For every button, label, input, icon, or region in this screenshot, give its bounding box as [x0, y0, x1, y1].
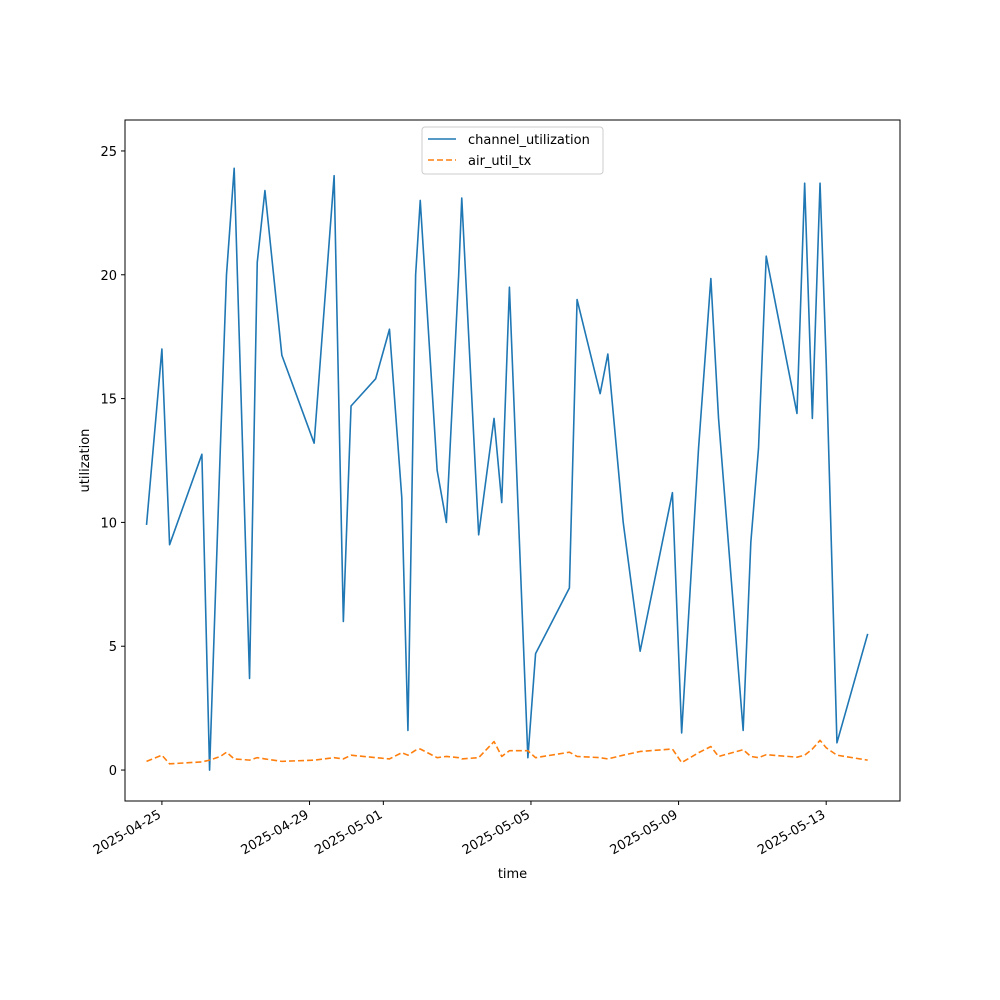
y-axis: 0 5 10 15 20 25: [100, 145, 125, 779]
y-tick-label: 10: [100, 516, 117, 531]
legend-box: [421, 126, 604, 175]
legend-label-channel-utilization: channel_utilization: [468, 133, 590, 148]
y-tick-label: 25: [100, 145, 117, 160]
y-axis-label: utilization: [78, 429, 93, 493]
plot-frame: [124, 119, 901, 802]
series-line-air-util-tx: [146, 739, 868, 765]
x-axis-label: time: [498, 867, 527, 882]
series-line-channel-utilization: [145, 167, 869, 771]
legend-label-air-util-tx: air_util_tx: [468, 154, 532, 169]
y-tick-label: 0: [109, 764, 117, 779]
y-tick-label: 5: [109, 640, 117, 655]
y-tick-label: 20: [100, 269, 117, 284]
series-layer: [145, 167, 869, 771]
legend: channel_utilization air_util_tx: [421, 126, 604, 175]
y-tick-label: 15: [100, 393, 117, 408]
